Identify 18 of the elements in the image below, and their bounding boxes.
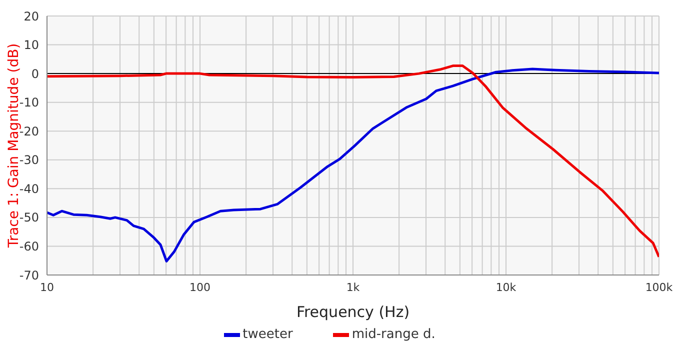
y-tick-label: 0 xyxy=(31,66,39,81)
y-tick-label: -30 xyxy=(19,153,39,168)
y-tick-label: -10 xyxy=(19,96,39,110)
y-tick-label: -40 xyxy=(19,182,39,196)
y-axis-title: Trace 1: Gain Magnitude (dB) xyxy=(6,43,22,249)
y-tick-label: -70 xyxy=(19,268,39,282)
y-tick-label: -50 xyxy=(19,210,39,225)
y-tick-label: -60 xyxy=(19,239,39,254)
x-axis-title: Frequency (Hz) xyxy=(296,303,410,321)
x-tick-label: 100 xyxy=(190,280,210,294)
x-tick-label: 1k xyxy=(346,280,360,294)
legend-label: mid-range d. xyxy=(352,327,436,342)
x-tick-label: 10k xyxy=(496,280,517,294)
x-tick-label: 100k xyxy=(645,280,674,294)
y-tick-label: 20 xyxy=(24,9,39,24)
y-tick-label: 10 xyxy=(24,38,39,52)
x-tick-label: 10 xyxy=(40,280,54,294)
legend-label: tweeter xyxy=(242,327,293,342)
